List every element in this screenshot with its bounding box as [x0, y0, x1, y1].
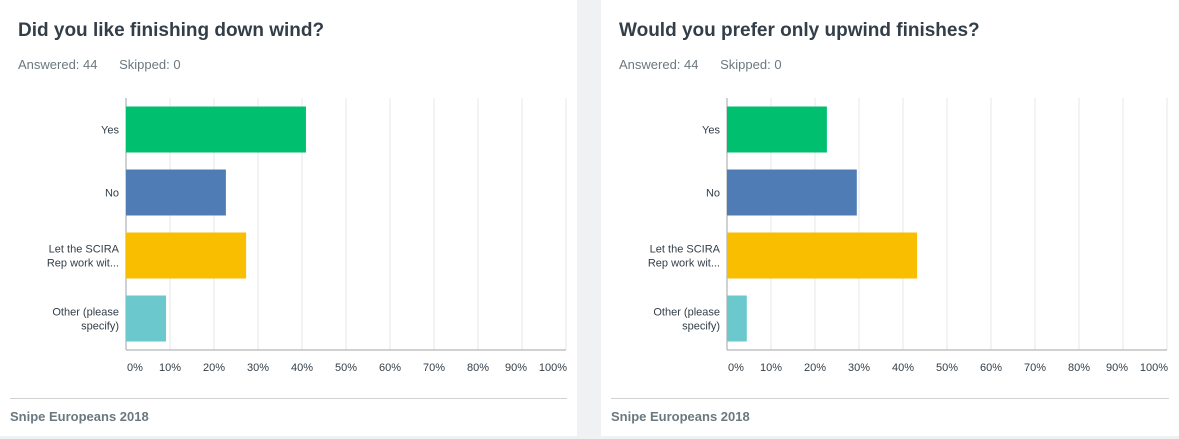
label-yes: Yes — [101, 125, 119, 137]
response-stats: Answered: 44 Skipped: 0 — [619, 57, 800, 72]
label-other: Other (please specify) — [653, 307, 720, 333]
label-yes: Yes — [702, 125, 720, 137]
x-tick-label: 20% — [804, 362, 826, 374]
x-tick-label: 60% — [980, 362, 1002, 374]
bar-chart-upwind: Yes No Let the SCIRA Rep work wit... Other (… — [648, 98, 1168, 374]
footer-divider — [10, 398, 567, 399]
x-tick-label: 30% — [247, 362, 269, 374]
bar-other — [727, 295, 747, 342]
label-scira-rep: Let the SCIRA Rep work wit... — [47, 244, 120, 270]
x-tick-label: 0% — [127, 362, 143, 374]
answered-count: Answered: 44 — [18, 57, 98, 72]
x-tick-label: 100% — [539, 362, 567, 374]
question-card-upwind: Would you prefer only upwind finishes? A… — [601, 0, 1179, 436]
x-tick-label: 40% — [892, 362, 914, 374]
x-tick-label: 10% — [760, 362, 782, 374]
label-other: Other (please specify) — [52, 307, 119, 333]
x-tick-label: 100% — [1140, 362, 1168, 374]
x-tick-label: 80% — [467, 362, 489, 374]
x-tick-label: 20% — [203, 362, 225, 374]
x-tick-label: 10% — [159, 362, 181, 374]
skipped-count: Skipped: 0 — [720, 57, 782, 72]
bar-yes — [727, 106, 827, 153]
response-stats: Answered: 44 Skipped: 0 — [18, 57, 199, 72]
question-title: Would you prefer only upwind finishes? — [619, 20, 980, 41]
label-no: No — [105, 188, 119, 200]
x-tick-label: 90% — [1106, 362, 1128, 374]
question-card-downwind: Did you like finishing down wind? Answer… — [0, 0, 577, 436]
x-tick-label: 50% — [936, 362, 958, 374]
answered-count: Answered: 44 — [619, 57, 699, 72]
skipped-count: Skipped: 0 — [119, 57, 181, 72]
x-tick-label: 80% — [1068, 362, 1090, 374]
x-tick-label: 0% — [728, 362, 744, 374]
bar-no — [126, 169, 226, 216]
label-no: No — [706, 188, 720, 200]
x-tick-label: 90% — [505, 362, 527, 374]
bar-no — [727, 169, 857, 216]
x-tick-label: 50% — [335, 362, 357, 374]
footer-divider — [611, 398, 1169, 399]
x-tick-label: 70% — [1024, 362, 1046, 374]
label-scira-rep: Let the SCIRA Rep work wit... — [648, 244, 721, 270]
survey-name: Snipe Europeans 2018 — [611, 409, 750, 424]
bar-chart-downwind: Yes No Let the SCIRA Rep work wit... Other (… — [47, 98, 567, 374]
x-tick-label: 30% — [848, 362, 870, 374]
x-tick-label: 60% — [379, 362, 401, 374]
x-tick-label: 70% — [423, 362, 445, 374]
bar-scira-rep — [126, 232, 247, 279]
bar-other — [126, 295, 167, 342]
bar-scira-rep — [727, 232, 918, 279]
bar-yes — [126, 106, 306, 153]
x-tick-label: 40% — [291, 362, 313, 374]
question-title: Did you like finishing down wind? — [18, 20, 325, 41]
survey-name: Snipe Europeans 2018 — [10, 409, 149, 424]
